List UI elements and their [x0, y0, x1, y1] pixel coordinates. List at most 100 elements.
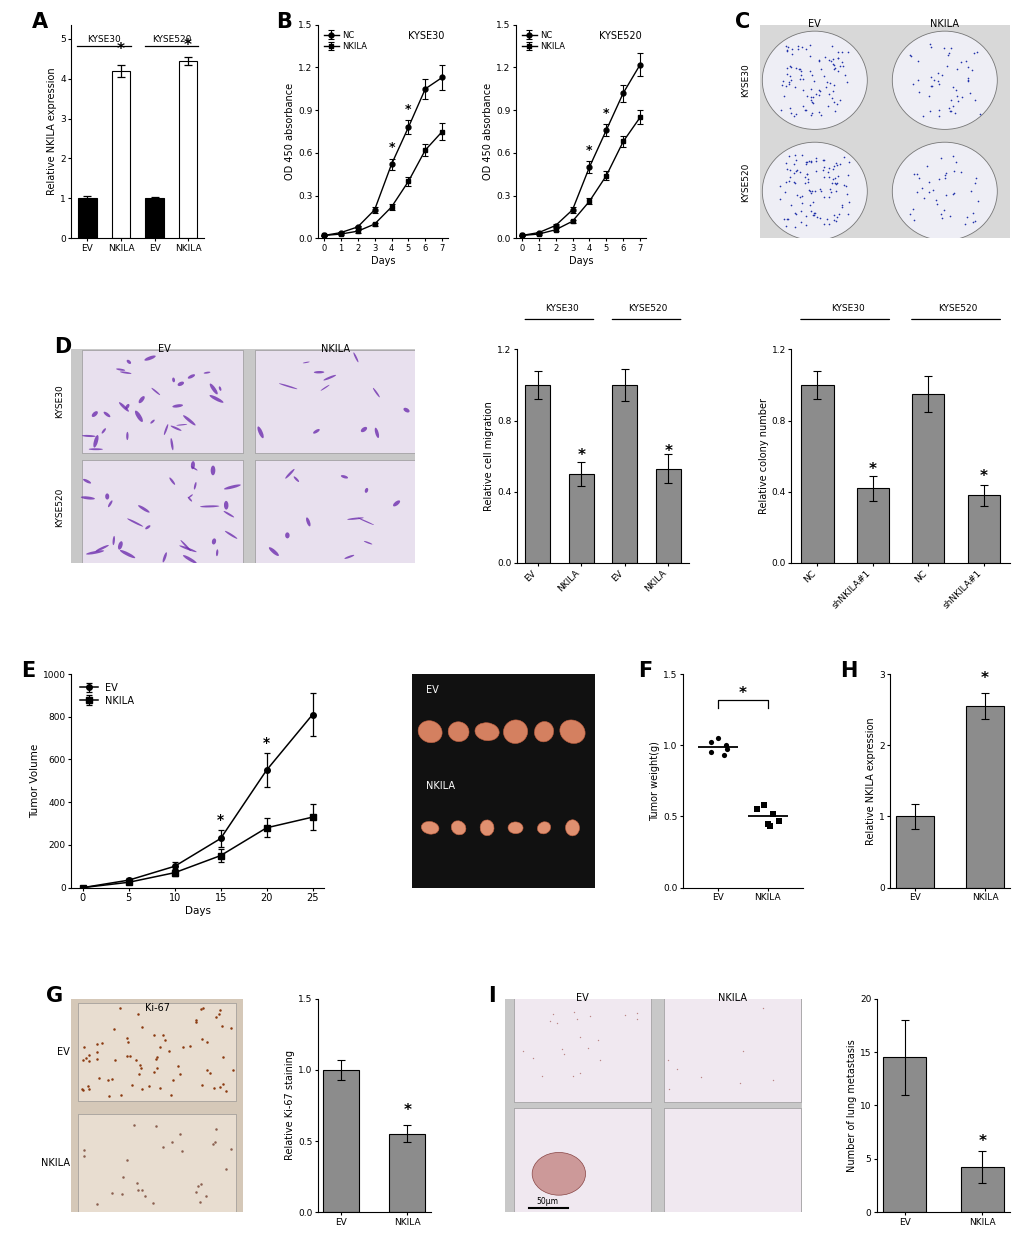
Point — [718, 740, 735, 760]
Ellipse shape — [200, 506, 219, 507]
Ellipse shape — [279, 383, 298, 390]
Bar — [78, 1115, 236, 1212]
Ellipse shape — [118, 542, 122, 549]
Text: *: * — [403, 1103, 411, 1118]
Ellipse shape — [135, 411, 143, 422]
Ellipse shape — [170, 438, 173, 450]
Point — [755, 795, 771, 815]
Y-axis label: Tumor weight(g): Tumor weight(g) — [650, 741, 660, 821]
Ellipse shape — [761, 142, 866, 240]
Legend: EV, NKILA: EV, NKILA — [76, 679, 139, 710]
Point — [761, 816, 777, 836]
Bar — [145, 198, 164, 239]
Ellipse shape — [358, 518, 374, 524]
Text: KYSE520: KYSE520 — [152, 35, 191, 43]
Bar — [78, 198, 97, 239]
Ellipse shape — [102, 428, 106, 434]
Text: F: F — [637, 662, 651, 682]
Ellipse shape — [418, 721, 441, 742]
FancyBboxPatch shape — [82, 460, 243, 563]
Text: KYSE520: KYSE520 — [740, 163, 749, 203]
FancyBboxPatch shape — [255, 460, 416, 563]
Ellipse shape — [211, 465, 215, 475]
Ellipse shape — [89, 448, 103, 450]
Text: NKILA: NKILA — [717, 993, 746, 1003]
Ellipse shape — [116, 369, 125, 371]
Text: KYSE30: KYSE30 — [740, 63, 749, 98]
Text: KYSE30: KYSE30 — [408, 31, 444, 41]
Text: EV: EV — [808, 19, 820, 28]
Ellipse shape — [96, 546, 109, 552]
Ellipse shape — [191, 461, 195, 469]
Ellipse shape — [150, 419, 155, 423]
Ellipse shape — [187, 375, 195, 379]
X-axis label: Days: Days — [371, 256, 395, 266]
Legend: NC, NKILA: NC, NKILA — [322, 28, 369, 53]
Text: G: G — [46, 986, 63, 1006]
Text: KYSE30: KYSE30 — [544, 304, 578, 313]
Text: KYSE520: KYSE520 — [599, 31, 642, 41]
Ellipse shape — [83, 479, 91, 484]
Bar — [801, 385, 833, 563]
Ellipse shape — [139, 396, 145, 403]
Y-axis label: Relative Ki-67 staining: Relative Ki-67 staining — [285, 1050, 296, 1160]
Ellipse shape — [450, 821, 466, 835]
Ellipse shape — [194, 482, 197, 490]
Ellipse shape — [112, 536, 115, 546]
Point — [748, 799, 764, 819]
Ellipse shape — [127, 518, 143, 527]
Text: B: B — [276, 12, 291, 32]
Text: *: * — [117, 42, 125, 57]
Ellipse shape — [81, 496, 95, 500]
Bar — [525, 385, 549, 563]
Y-axis label: Relative cell migration: Relative cell migration — [484, 401, 494, 511]
Bar — [882, 1058, 925, 1212]
Bar — [856, 489, 889, 563]
Ellipse shape — [105, 494, 109, 500]
Ellipse shape — [164, 424, 168, 435]
Text: NKILA: NKILA — [321, 344, 350, 354]
Ellipse shape — [303, 361, 310, 364]
Bar — [960, 1168, 1003, 1212]
Text: NKILA: NKILA — [41, 1158, 69, 1168]
Text: *: * — [183, 37, 192, 53]
Bar — [78, 1003, 236, 1101]
Ellipse shape — [565, 820, 579, 836]
Ellipse shape — [212, 538, 216, 544]
Ellipse shape — [210, 383, 217, 395]
Ellipse shape — [361, 427, 367, 432]
Text: *: * — [586, 145, 592, 157]
Ellipse shape — [94, 435, 99, 448]
Bar — [967, 495, 999, 563]
Ellipse shape — [892, 31, 997, 130]
Ellipse shape — [169, 477, 175, 485]
Text: KYSE520: KYSE520 — [55, 487, 64, 527]
Ellipse shape — [480, 820, 493, 836]
Text: NKILA: NKILA — [426, 781, 455, 790]
Ellipse shape — [176, 424, 187, 426]
Ellipse shape — [180, 541, 191, 552]
Ellipse shape — [223, 511, 234, 517]
Ellipse shape — [532, 1153, 585, 1195]
Ellipse shape — [224, 485, 240, 490]
Ellipse shape — [421, 821, 438, 834]
Ellipse shape — [447, 721, 469, 742]
Text: EV: EV — [576, 993, 588, 1003]
Ellipse shape — [374, 428, 379, 438]
Text: *: * — [663, 444, 672, 459]
Ellipse shape — [170, 426, 181, 430]
Ellipse shape — [313, 429, 319, 434]
Ellipse shape — [120, 550, 136, 558]
Ellipse shape — [534, 721, 553, 742]
Text: KYSE520: KYSE520 — [628, 304, 666, 313]
Ellipse shape — [172, 377, 175, 382]
Ellipse shape — [364, 541, 372, 544]
Ellipse shape — [125, 404, 129, 409]
Bar — [611, 385, 637, 563]
Ellipse shape — [224, 531, 237, 539]
Bar — [514, 1107, 650, 1212]
Y-axis label: Tumor Volume: Tumor Volume — [30, 743, 40, 818]
Ellipse shape — [365, 487, 368, 492]
Bar — [895, 816, 933, 888]
Point — [709, 729, 726, 748]
